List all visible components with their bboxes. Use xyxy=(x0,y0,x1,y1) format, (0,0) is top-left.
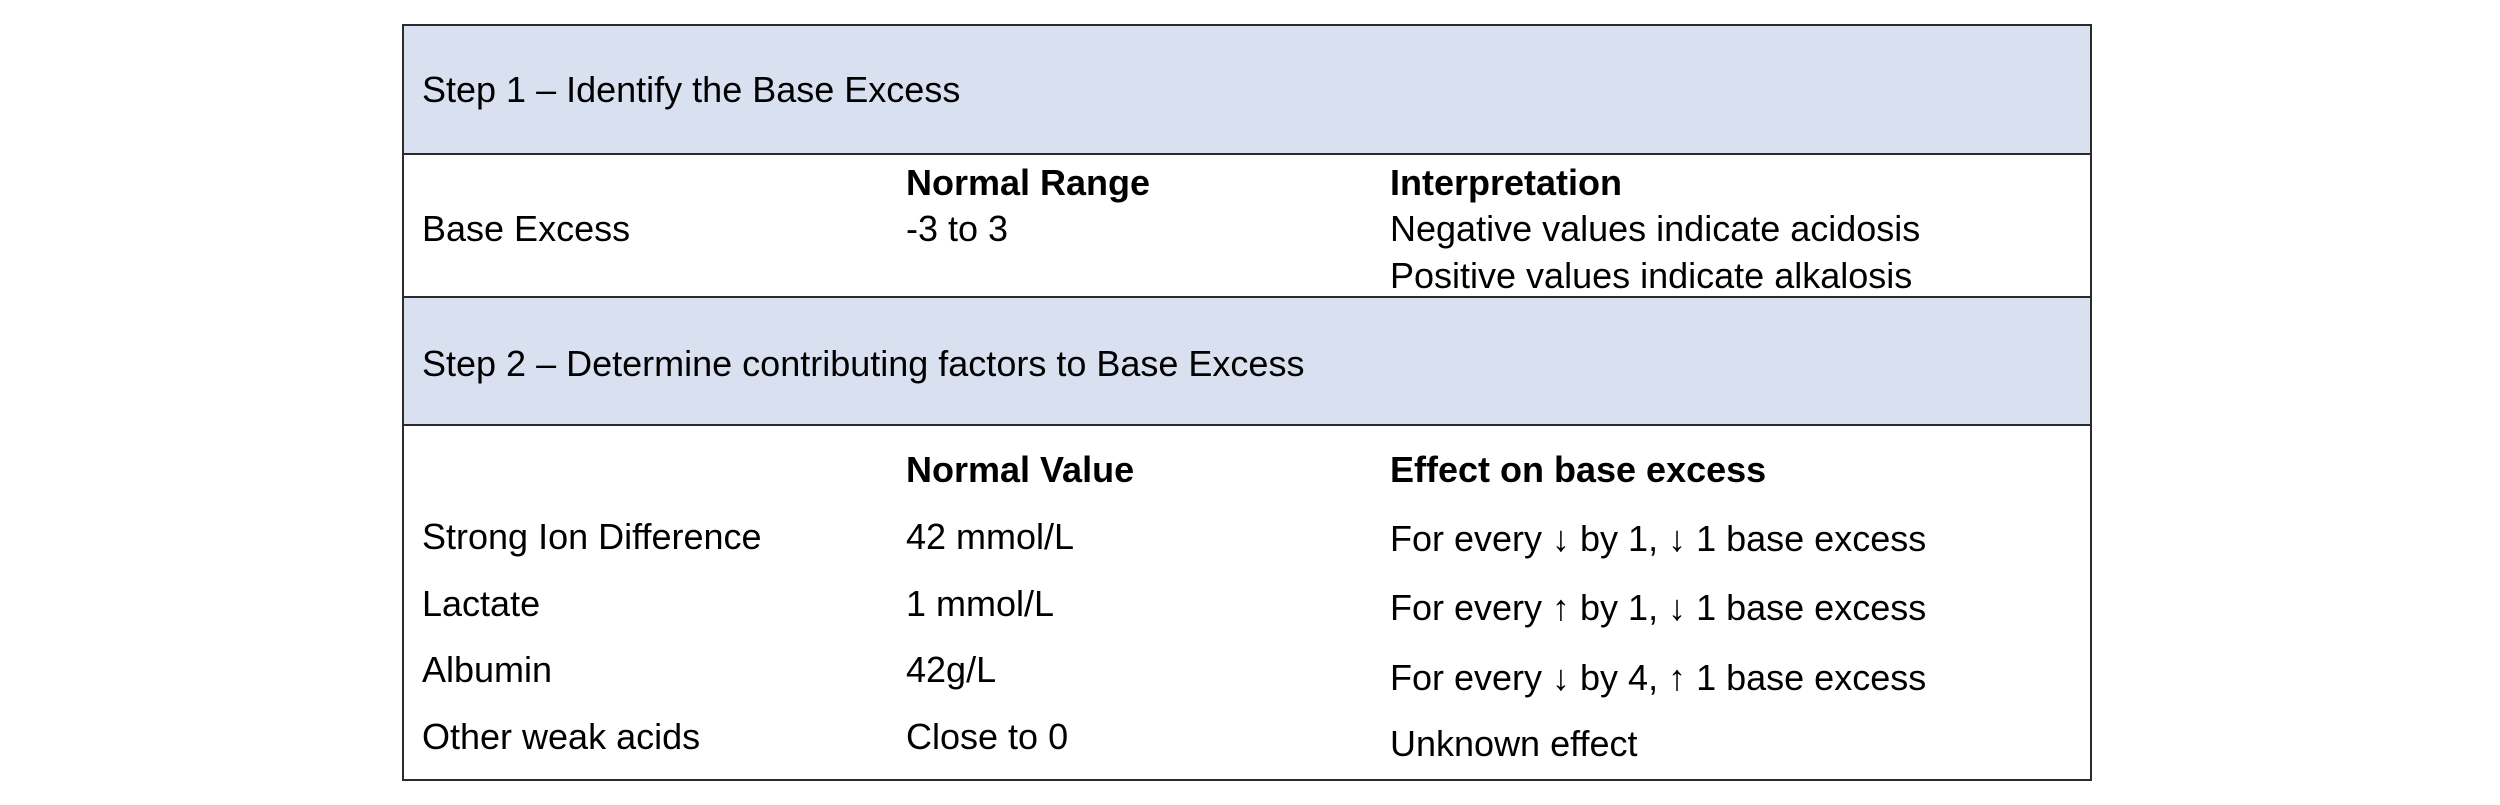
factor-label: Albumin xyxy=(422,649,553,690)
interpretation-alkalosis: Positive values indicate alkalosis xyxy=(1390,255,1913,296)
factor-effect: For every ↑ by 1, ↓ 1 base excess xyxy=(1390,587,1927,628)
factor-label: Other weak acids xyxy=(422,716,701,757)
factor-label: Lactate xyxy=(422,583,541,624)
factor-effect: For every ↓ by 1, ↓ 1 base excess xyxy=(1390,518,1927,559)
step2-header-band: Step 2 – Determine contributing factors … xyxy=(404,296,2090,426)
base-excess-normal-range: -3 to 3 xyxy=(906,208,1009,249)
base-excess-label: Base Excess xyxy=(422,208,631,249)
step1-normal-range-header: Normal Range xyxy=(906,162,1151,203)
base-excess-table: Step 1 – Identify the Base Excess Normal… xyxy=(402,24,2092,781)
factor-label: Strong Ion Difference xyxy=(422,516,762,557)
step1-title: Step 1 – Identify the Base Excess xyxy=(422,69,961,110)
step1-header-band: Step 1 – Identify the Base Excess xyxy=(404,26,2090,155)
factor-normal-value: 1 mmol/L xyxy=(906,583,1055,624)
step2-title: Step 2 – Determine contributing factors … xyxy=(422,343,1305,384)
interpretation-acidosis: Negative values indicate acidosis xyxy=(1390,208,1921,249)
step2-normal-value-header: Normal Value xyxy=(906,449,1135,490)
factor-effect: For every ↓ by 4, ↑ 1 base excess xyxy=(1390,657,1927,698)
step1-interpretation-header: Interpretation xyxy=(1390,162,1623,203)
factor-normal-value: 42 mmol/L xyxy=(906,516,1075,557)
factor-normal-value: Close to 0 xyxy=(906,716,1069,757)
factor-normal-value: 42g/L xyxy=(906,649,997,690)
factor-effect: Unknown effect xyxy=(1390,723,1638,764)
step2-effect-header: Effect on base excess xyxy=(1390,449,1767,490)
